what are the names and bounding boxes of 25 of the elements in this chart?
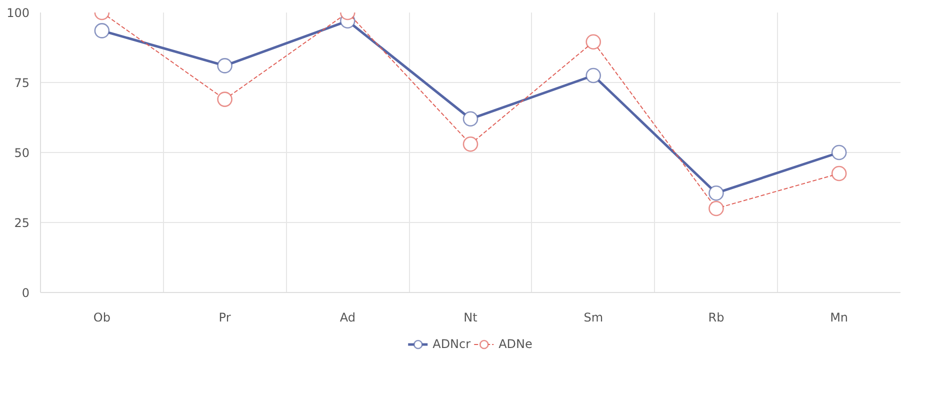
point [586, 68, 602, 84]
y-tick-label: 25 [14, 216, 30, 230]
point [708, 185, 724, 201]
x-tick-label: Sm [584, 310, 604, 324]
point [708, 200, 724, 216]
y-tick-label: 50 [14, 146, 30, 160]
x-tick-label: Nt [464, 310, 478, 324]
x-tick-label: Ad [340, 310, 356, 324]
y-tick-label: 0 [22, 286, 30, 300]
point [462, 136, 478, 152]
point [586, 34, 602, 50]
point [217, 92, 232, 107]
y-tick-label: 100 [6, 6, 30, 20]
point [831, 166, 847, 182]
x-tick-label: Ob [93, 310, 110, 324]
x-tick-label: Rb [708, 310, 724, 324]
x-tick-label: Pr [218, 310, 231, 324]
legend-label: ADNcr [432, 337, 471, 351]
point [831, 144, 847, 160]
x-tick-label: Mn [830, 310, 848, 324]
point [462, 111, 478, 127]
legend-label: ADNe [498, 337, 532, 351]
y-tick-label: 75 [14, 76, 30, 90]
point [217, 58, 232, 74]
point [94, 23, 110, 38]
